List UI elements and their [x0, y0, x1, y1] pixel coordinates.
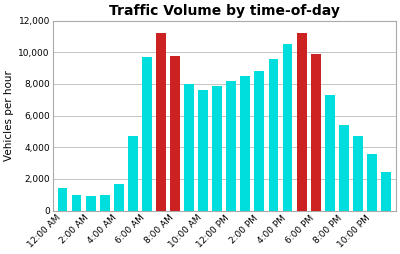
Title: Traffic Volume by time-of-day: Traffic Volume by time-of-day [109, 4, 340, 18]
Bar [198, 90, 208, 211]
Bar [114, 184, 124, 211]
Bar [212, 86, 222, 211]
Bar [184, 84, 194, 211]
Bar [282, 44, 292, 211]
Bar [100, 195, 110, 211]
Bar [353, 136, 363, 211]
Bar [297, 33, 306, 211]
Bar [367, 154, 377, 211]
Bar [240, 76, 250, 211]
Bar [128, 136, 138, 211]
Bar [325, 95, 335, 211]
Bar [86, 196, 96, 211]
Bar [170, 56, 180, 211]
Bar [142, 57, 152, 211]
Bar [311, 54, 320, 211]
Bar [268, 59, 278, 211]
Bar [339, 125, 349, 211]
Bar [72, 195, 82, 211]
Bar [381, 172, 391, 211]
Bar [254, 71, 264, 211]
Bar [226, 81, 236, 211]
Bar [156, 33, 166, 211]
Bar [58, 188, 67, 211]
Y-axis label: Vehicles per hour: Vehicles per hour [4, 70, 14, 161]
